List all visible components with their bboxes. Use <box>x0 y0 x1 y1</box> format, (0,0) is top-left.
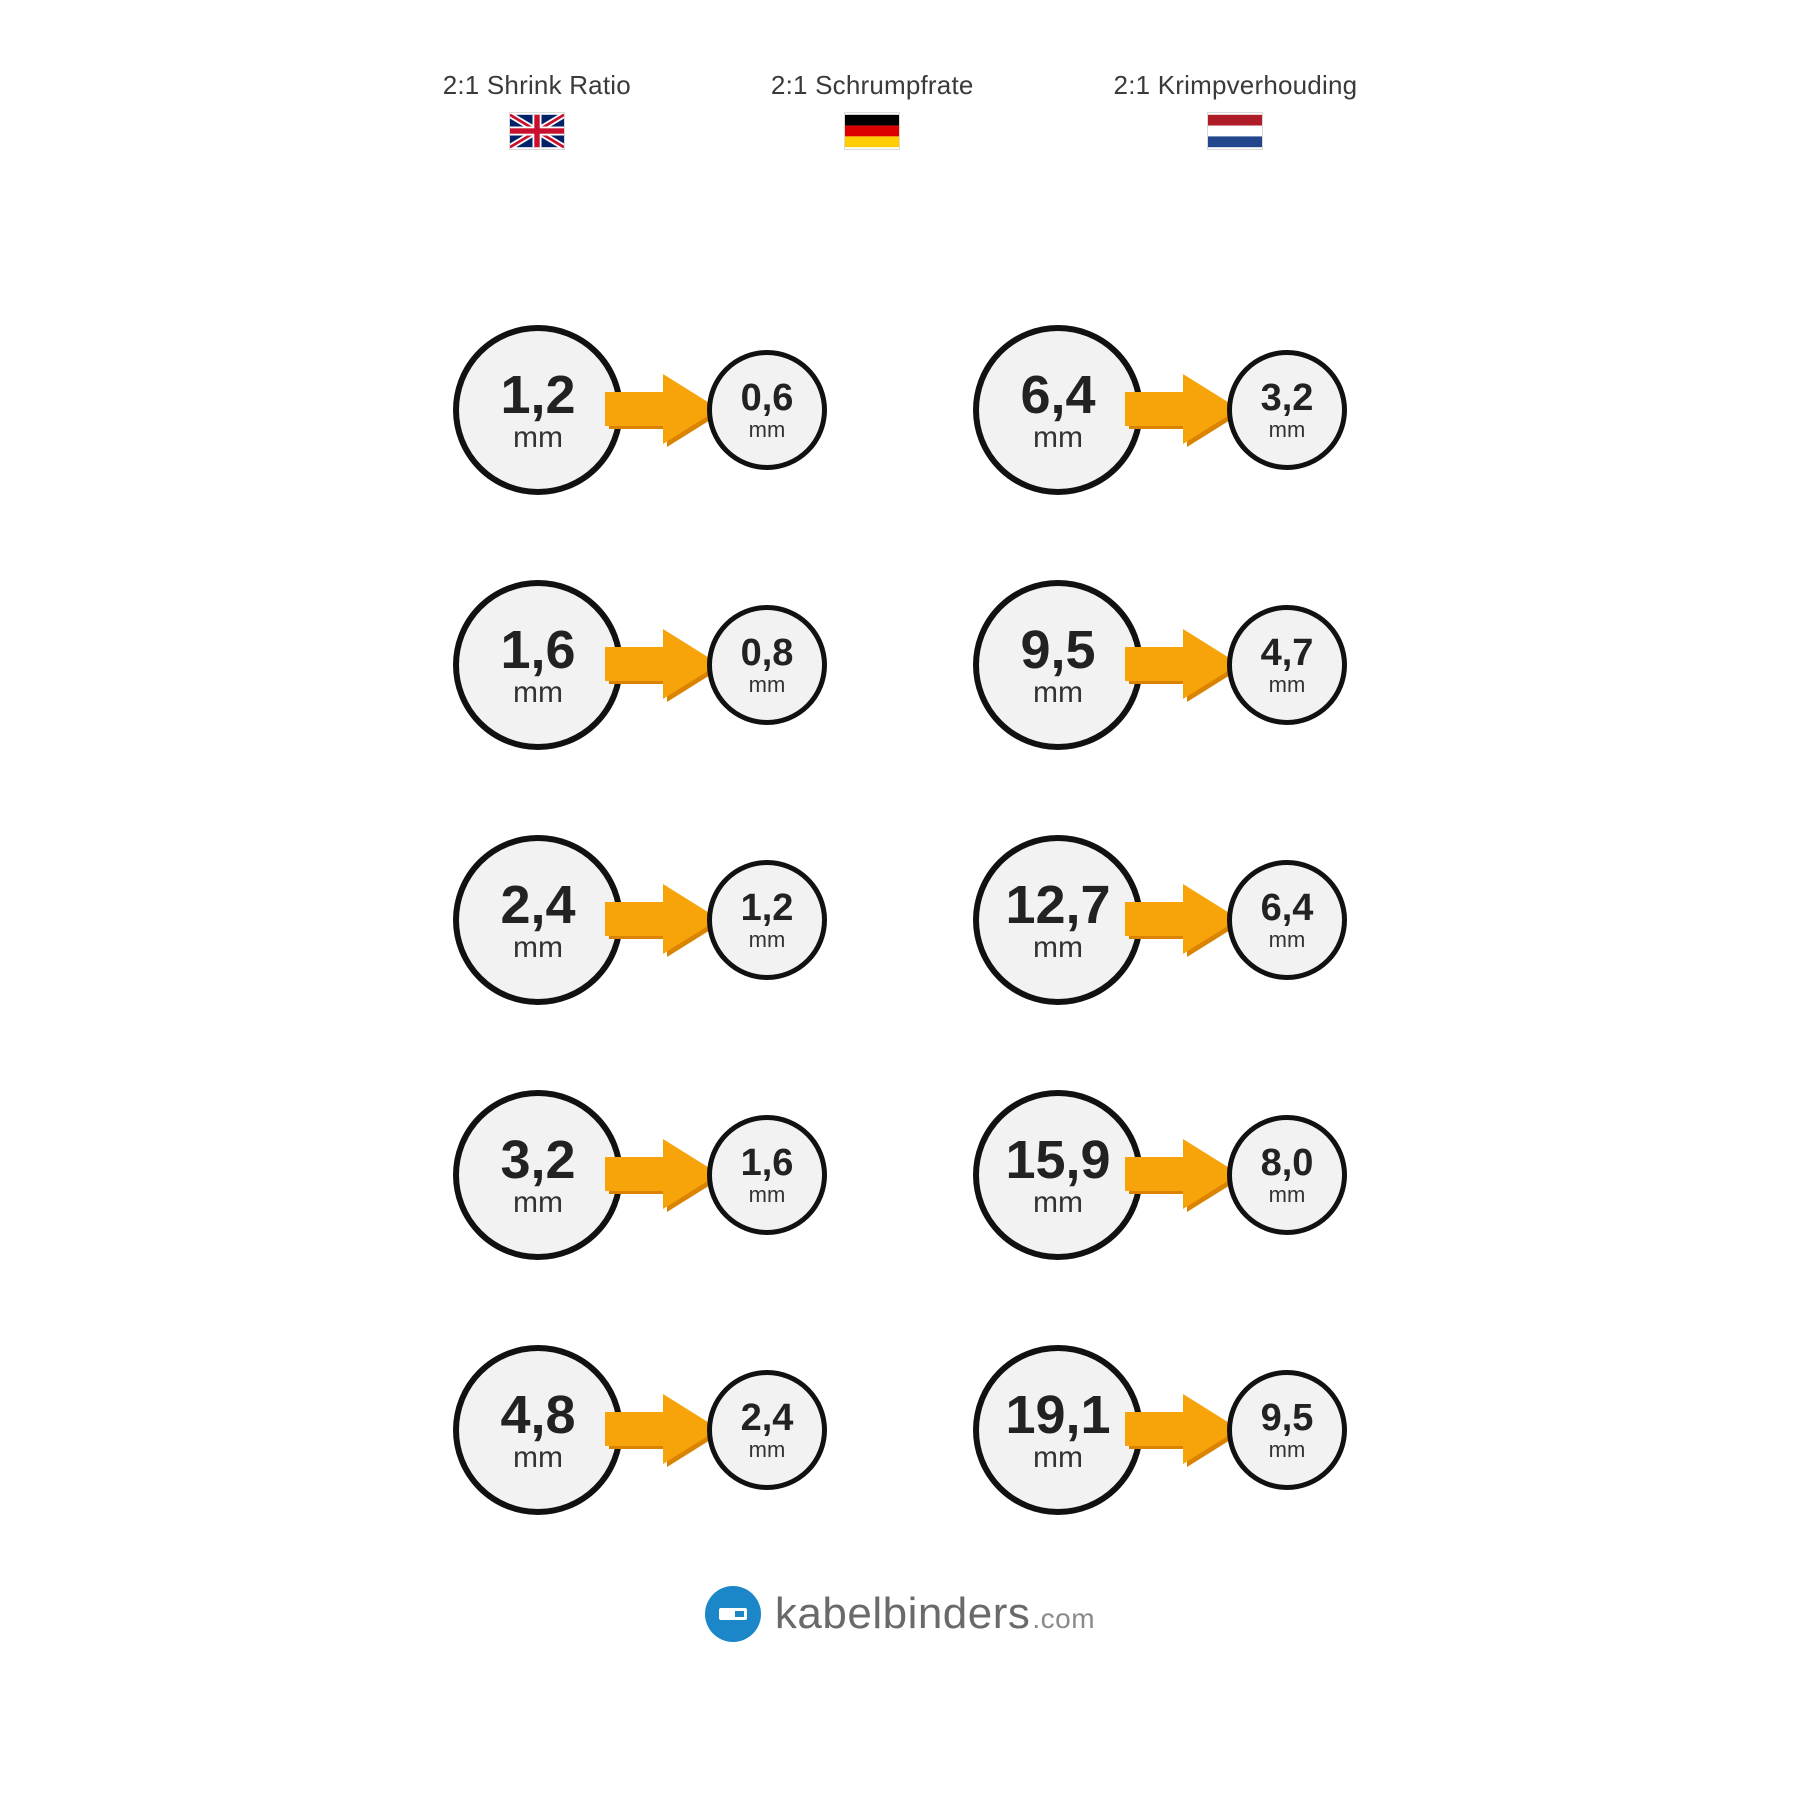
after-circle: 9,5 mm <box>1227 1370 1347 1490</box>
after-circle: 0,8 mm <box>707 605 827 725</box>
lang-item-en: 2:1 Shrink Ratio <box>443 70 631 149</box>
lang-label-en: 2:1 Shrink Ratio <box>443 70 631 101</box>
before-circle: 9,5 mm <box>973 580 1143 750</box>
unit-label: mm <box>513 1442 563 1474</box>
shrink-pair: 9,5 mm 4,7 mm <box>930 575 1390 755</box>
shrink-pair: 4,8 mm 2,4 mm <box>410 1340 870 1520</box>
logo-mark-icon <box>705 1586 761 1642</box>
before-circle: 19,1 mm <box>973 1345 1143 1515</box>
after-circle: 0,6 mm <box>707 350 827 470</box>
unit-label: mm <box>513 1187 563 1219</box>
unit-label: mm <box>513 677 563 709</box>
language-row: 2:1 Shrink Ratio 2:1 Schrumpfrate 2:1 Kr… <box>300 70 1500 149</box>
before-value: 6,4 <box>1020 367 1095 424</box>
before-circle: 6,4 mm <box>973 325 1143 495</box>
after-circle: 3,2 mm <box>1227 350 1347 470</box>
unit-label: mm <box>1269 1183 1306 1206</box>
before-value: 9,5 <box>1020 622 1095 679</box>
after-circle: 1,2 mm <box>707 860 827 980</box>
footer: kabelbinders.com <box>300 1586 1500 1642</box>
after-circle: 1,6 mm <box>707 1115 827 1235</box>
shrink-grid: 1,2 mm 0,6 mm 6,4 mm <box>300 320 1500 1520</box>
before-circle: 1,6 mm <box>453 580 623 750</box>
unit-label: mm <box>1269 673 1306 696</box>
unit-label: mm <box>1269 1438 1306 1461</box>
after-value: 1,2 <box>741 889 794 929</box>
after-value: 4,7 <box>1261 634 1314 674</box>
shrink-pair: 1,2 mm 0,6 mm <box>410 320 870 500</box>
flag-de-icon <box>845 113 899 149</box>
unit-label: mm <box>1033 1442 1083 1474</box>
after-value: 2,4 <box>741 1399 794 1439</box>
unit-label: mm <box>513 932 563 964</box>
after-value: 0,6 <box>741 379 794 419</box>
before-value: 15,9 <box>1005 1132 1110 1189</box>
shrink-pair: 6,4 mm 3,2 mm <box>930 320 1390 500</box>
before-circle: 1,2 mm <box>453 325 623 495</box>
unit-label: mm <box>749 673 786 696</box>
after-value: 6,4 <box>1261 889 1314 929</box>
canvas: 2:1 Shrink Ratio 2:1 Schrumpfrate 2:1 Kr… <box>300 0 1500 1717</box>
after-circle: 2,4 mm <box>707 1370 827 1490</box>
after-value: 3,2 <box>1261 379 1314 419</box>
logo-tld: .com <box>1032 1603 1095 1635</box>
before-value: 1,2 <box>500 367 575 424</box>
shrink-pair: 12,7 mm 6,4 mm <box>930 830 1390 1010</box>
before-value: 19,1 <box>1005 1387 1110 1444</box>
flag-uk-icon <box>510 113 564 149</box>
lang-item-nl: 2:1 Krimpverhouding <box>1114 70 1358 149</box>
shrink-pair: 1,6 mm 0,8 mm <box>410 575 870 755</box>
unit-label: mm <box>1033 1187 1083 1219</box>
before-value: 12,7 <box>1005 877 1110 934</box>
before-circle: 2,4 mm <box>453 835 623 1005</box>
after-circle: 4,7 mm <box>1227 605 1347 725</box>
after-circle: 6,4 mm <box>1227 860 1347 980</box>
shrink-pair: 15,9 mm 8,0 mm <box>930 1085 1390 1265</box>
unit-label: mm <box>749 1183 786 1206</box>
before-value: 4,8 <box>500 1387 575 1444</box>
before-circle: 4,8 mm <box>453 1345 623 1515</box>
lang-label-nl: 2:1 Krimpverhouding <box>1114 70 1358 101</box>
logo-text: kabelbinders.com <box>775 1589 1095 1639</box>
after-value: 1,6 <box>741 1144 794 1184</box>
before-value: 2,4 <box>500 877 575 934</box>
before-circle: 12,7 mm <box>973 835 1143 1005</box>
unit-label: mm <box>749 1438 786 1461</box>
after-circle: 8,0 mm <box>1227 1115 1347 1235</box>
after-value: 9,5 <box>1261 1399 1314 1439</box>
unit-label: mm <box>749 928 786 951</box>
before-circle: 15,9 mm <box>973 1090 1143 1260</box>
before-value: 1,6 <box>500 622 575 679</box>
before-value: 3,2 <box>500 1132 575 1189</box>
lang-label-de: 2:1 Schrumpfrate <box>771 70 974 101</box>
unit-label: mm <box>513 422 563 454</box>
shrink-pair: 2,4 mm 1,2 mm <box>410 830 870 1010</box>
after-value: 0,8 <box>741 634 794 674</box>
after-value: 8,0 <box>1261 1144 1314 1184</box>
logo-brand: kabelbinders <box>775 1589 1031 1639</box>
unit-label: mm <box>1033 932 1083 964</box>
lang-item-de: 2:1 Schrumpfrate <box>771 70 974 149</box>
unit-label: mm <box>1033 677 1083 709</box>
shrink-pair: 19,1 mm 9,5 mm <box>930 1340 1390 1520</box>
unit-label: mm <box>1033 422 1083 454</box>
unit-label: mm <box>749 418 786 441</box>
shrink-pair: 3,2 mm 1,6 mm <box>410 1085 870 1265</box>
before-circle: 3,2 mm <box>453 1090 623 1260</box>
unit-label: mm <box>1269 928 1306 951</box>
unit-label: mm <box>1269 418 1306 441</box>
flag-nl-icon <box>1208 113 1262 149</box>
